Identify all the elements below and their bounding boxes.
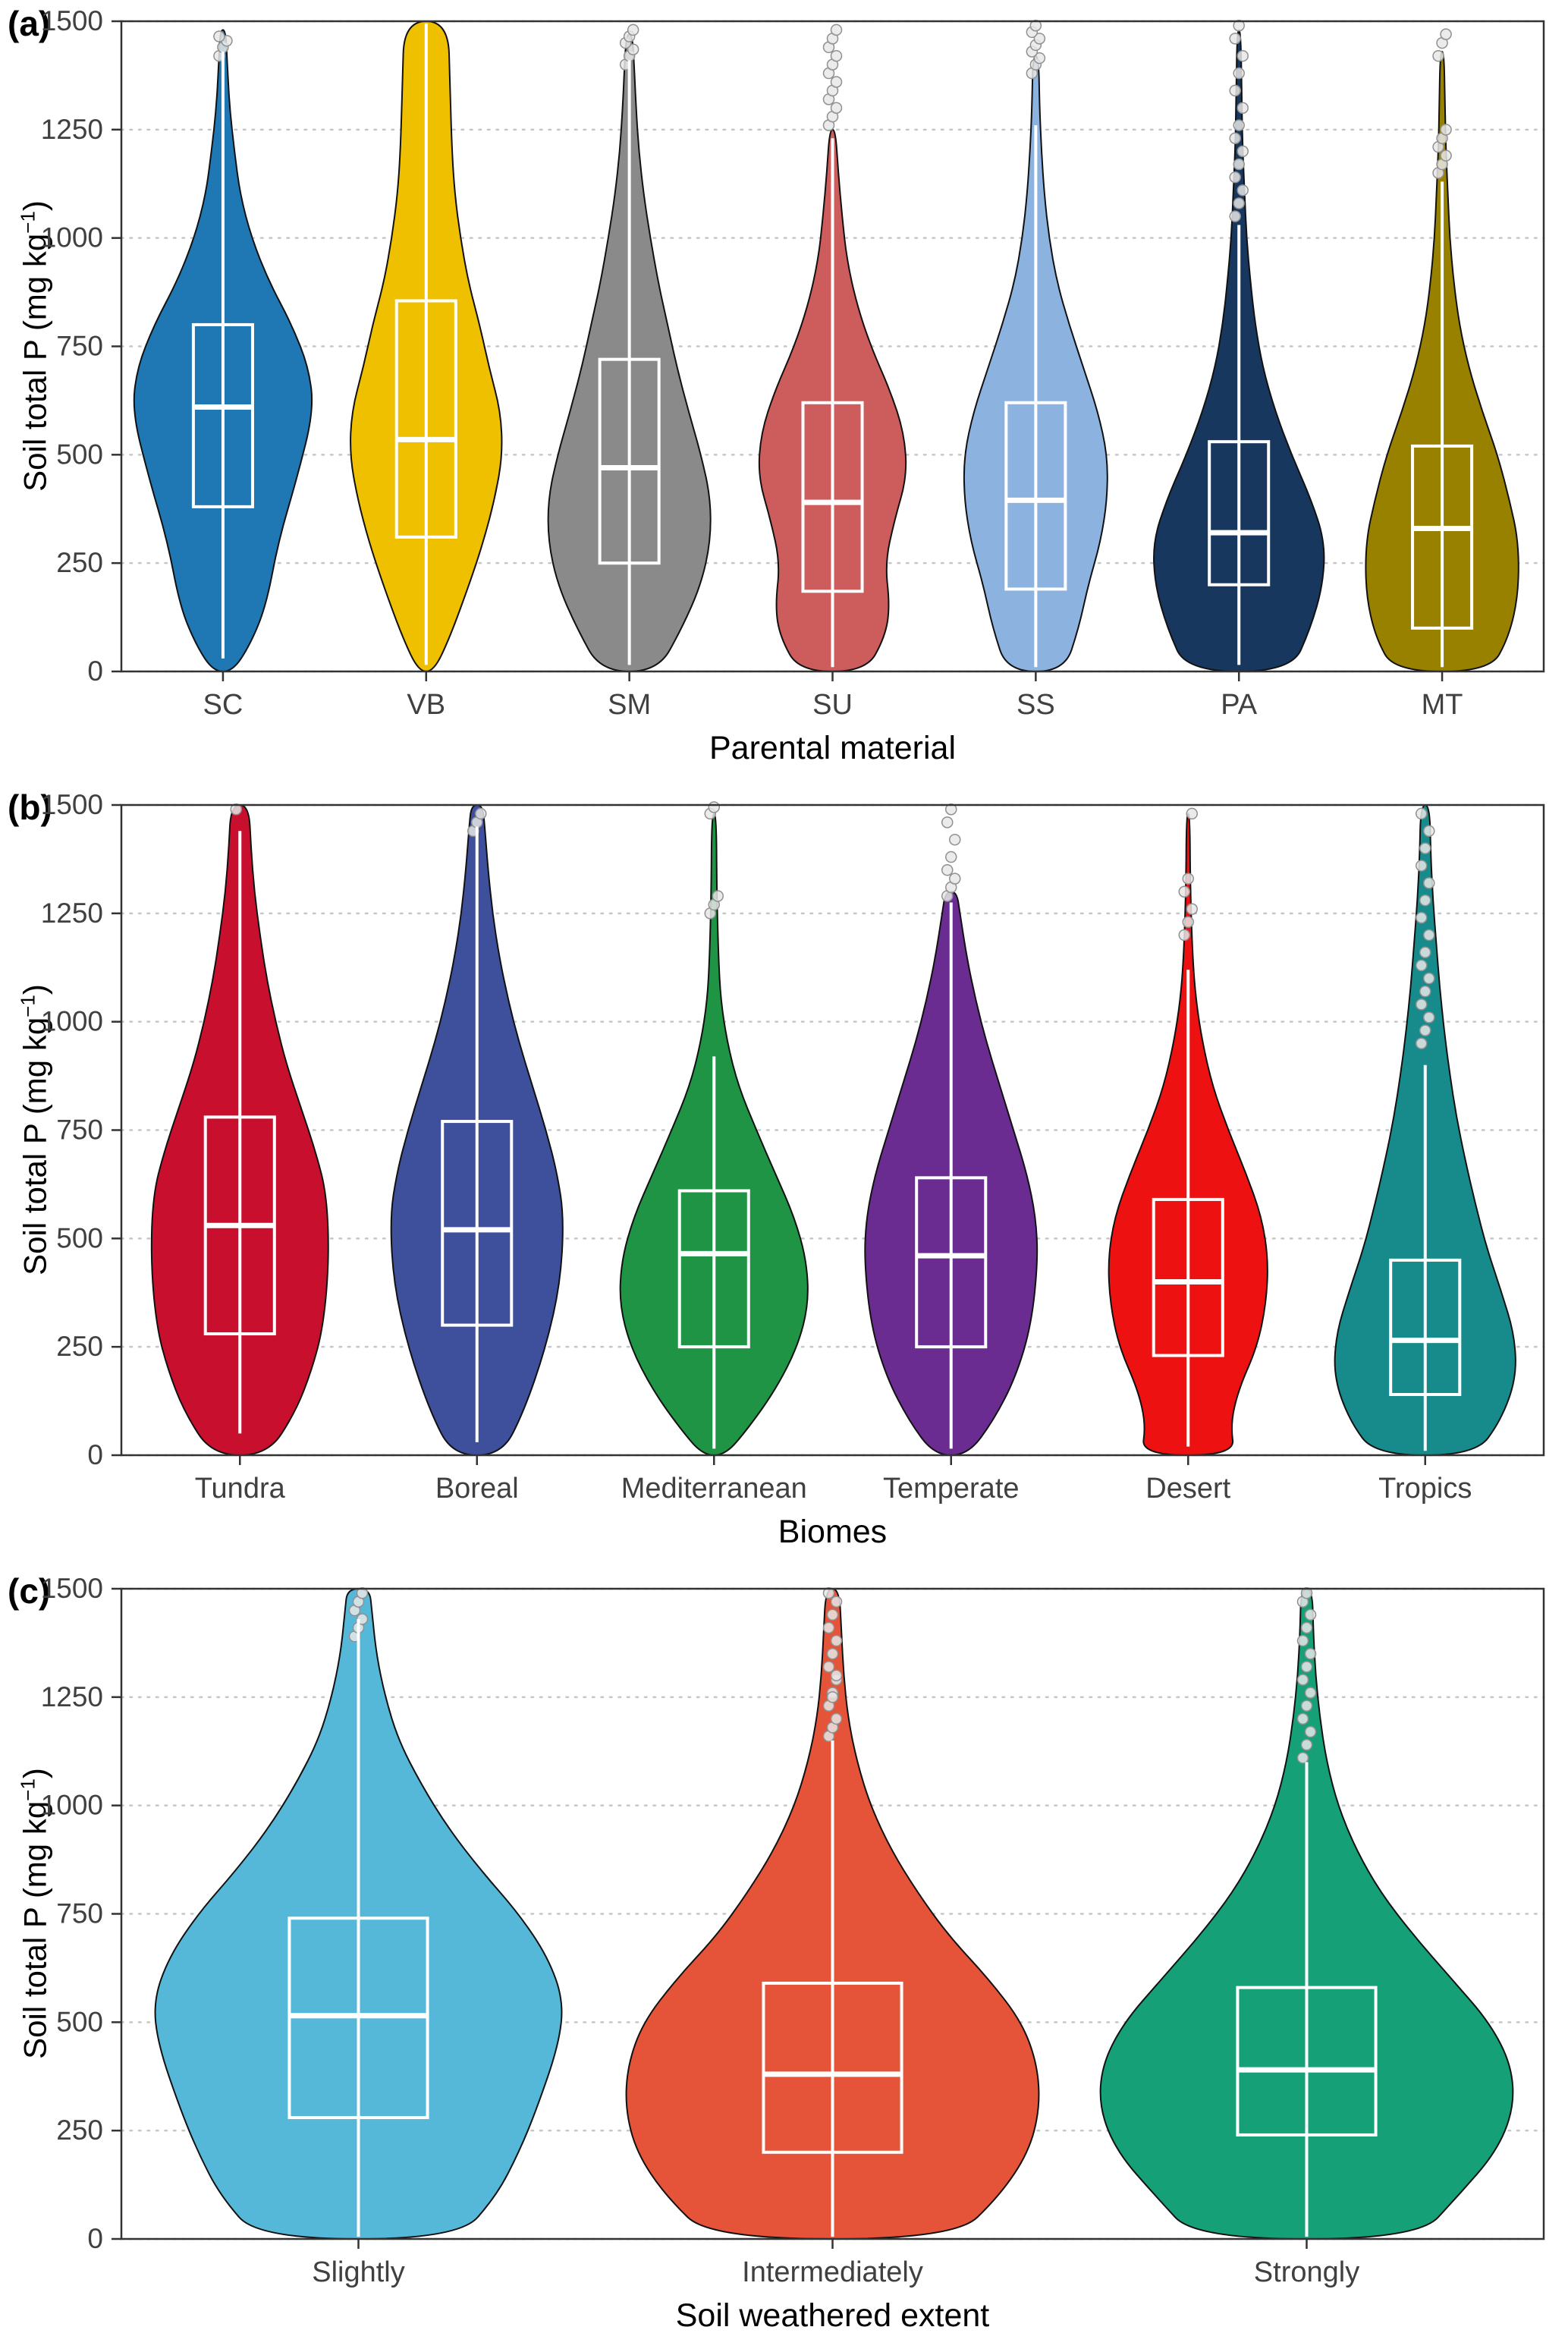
panel-b: (b) Soil total P (mg kg−1) 0 250 500 750 100… [0,784,1568,1567]
svg-text:Temperate: Temperate [883,1473,1020,1505]
svg-text:Desert: Desert [1145,1473,1230,1505]
svg-text:0: 0 [87,2223,103,2254]
svg-text:PA: PA [1221,689,1258,721]
svg-text:Tropics: Tropics [1378,1473,1472,1505]
panel-c-x-axis-title: Soil weathered extent [675,2297,990,2334]
svg-text:SC: SC [203,689,244,721]
panel-b-tag: (b) [8,788,52,827]
svg-text:SU: SU [812,689,853,721]
svg-text:1250: 1250 [41,114,103,145]
panel-a: (a) Soil total P (mg kg−1) 0 250 500 750 100… [0,0,1568,784]
svg-text:Boreal: Boreal [435,1473,519,1505]
svg-text:500: 500 [56,439,103,470]
svg-text:1500: 1500 [41,1573,103,1604]
svg-text:SS: SS [1017,689,1055,721]
svg-text:Tundra: Tundra [195,1473,286,1505]
svg-text:500: 500 [56,2006,103,2037]
svg-text:SM: SM [608,689,651,721]
svg-text:1000: 1000 [41,222,103,253]
svg-text:1250: 1250 [41,1681,103,1712]
svg-text:250: 250 [56,1331,103,1362]
svg-text:1000: 1000 [41,1006,103,1037]
panel-c: (c) Soil total P (mg kg−1) 0 250 500 750 100… [0,1567,1568,2351]
panel-a-plot: 0 250 500 750 1000 1250 1500 SC VB SM SU SS PA MT [41,5,1545,721]
panel-c-tag: (c) [8,1571,51,1611]
panel-a-x-axis-title: Parental material [709,730,957,766]
svg-text:750: 750 [56,1115,103,1146]
svg-text:1000: 1000 [41,1790,103,1821]
svg-text:750: 750 [56,1898,103,1929]
svg-text:0: 0 [87,1439,103,1470]
svg-text:Strongly: Strongly [1254,2256,1359,2288]
svg-text:0: 0 [87,656,103,687]
svg-text:1250: 1250 [41,898,103,929]
panel-b-x-axis-title: Biomes [778,1514,888,1550]
svg-text:1500: 1500 [41,789,103,820]
svg-text:1500: 1500 [41,5,103,36]
svg-text:500: 500 [56,1222,103,1253]
svg-text:250: 250 [56,2115,103,2146]
svg-text:MT: MT [1422,689,1463,721]
svg-text:250: 250 [56,547,103,578]
svg-text:Intermediately: Intermediately [742,2256,923,2288]
panel-b-plot: 0 250 500 750 1000 1250 1500 Tundra Boreal Medite… [41,789,1545,1505]
svg-text:750: 750 [56,331,103,362]
panel-c-plot: 0 250 500 750 1000 1250 1500 Slightly Intermedia… [41,1573,1545,2288]
svg-text:Slightly: Slightly [312,2256,405,2288]
panel-a-tag: (a) [8,4,51,43]
svg-text:VB: VB [407,689,445,721]
svg-text:Mediterranean: Mediterranean [621,1473,807,1505]
